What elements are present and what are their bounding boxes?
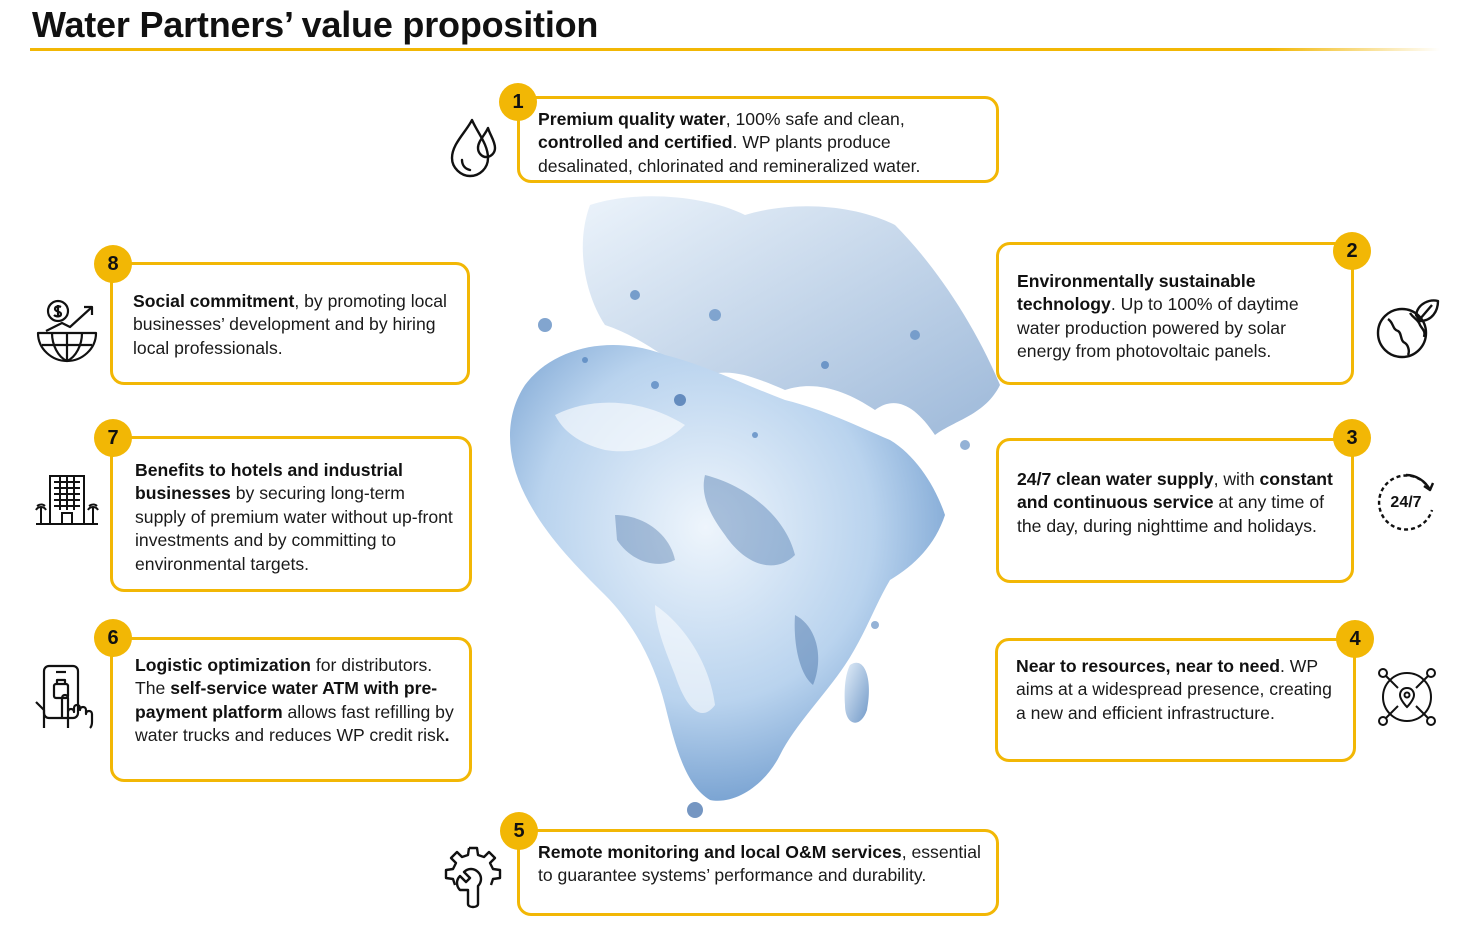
card-text: Benefits to hotels and industrial busine… xyxy=(135,460,453,574)
card-text-bold-run: Benefits to hotels and industrial busine… xyxy=(135,460,403,504)
number-badge-8: 8 xyxy=(94,245,132,283)
card-text: Remote monitoring and local O&M services… xyxy=(538,842,981,885)
value-card-2: Environmentally sustainable technology. … xyxy=(996,242,1354,385)
network-pins-icon xyxy=(1372,662,1442,732)
value-card-6: Logistic optimization for distributors. … xyxy=(110,637,472,782)
hotel-building-icon xyxy=(32,466,102,536)
number-badge-2: 2 xyxy=(1333,232,1371,270)
card-text-run: at any time of the day, during nighttime… xyxy=(1017,492,1325,536)
card-text-bold-run: . xyxy=(444,725,450,746)
page-title: Water Partners’ value proposition xyxy=(32,4,599,45)
card-text-bold-run: constant and continuous service xyxy=(1017,469,1333,513)
number-badge-7: 7 xyxy=(94,419,132,457)
value-card-3: 24/7 clean water supply, with constant a… xyxy=(996,438,1354,583)
social-globe-icon xyxy=(32,295,102,365)
card-text: 24/7 clean water supply, with constant a… xyxy=(1017,469,1333,536)
24-7-icon: 24/7 xyxy=(1372,466,1442,536)
water-drops-icon xyxy=(440,110,510,180)
card-text-run: by securing long-term supply of premium … xyxy=(135,483,453,574)
card-text-run: . WP plants produce desalinated, chlorin… xyxy=(538,132,921,176)
card-text-run: , essential to guarantee systems’ perfor… xyxy=(538,842,981,886)
number-badge-4: 4 xyxy=(1336,620,1374,658)
card-text-run: . WP aims at a widespread presence, crea… xyxy=(1016,656,1332,723)
card-text-run: for distributors. The xyxy=(135,655,433,699)
card-text-run: , with xyxy=(1213,469,1260,489)
card-text-bold-run: 24/7 clean water supply xyxy=(1017,469,1214,489)
card-text: Logistic optimization for distributors. … xyxy=(135,655,454,745)
card-text-bold-run: self-service water ATM with pre-payment … xyxy=(135,678,438,722)
card-text-run: , 100% safe and clean, xyxy=(725,109,905,129)
mobile-payment-icon xyxy=(32,662,102,732)
card-text: Social commitment, by promoting local bu… xyxy=(133,291,447,358)
card-text-bold-run: controlled and certified xyxy=(538,132,733,153)
card-text-bold-run: Environmentally sustainable technology xyxy=(1017,271,1256,315)
card-text-bold-run: Social commitment xyxy=(133,291,295,311)
value-card-1: Premium quality water, 100% safe and cle… xyxy=(517,96,999,183)
value-card-4: Near to resources, near to need. WP aims… xyxy=(995,638,1356,762)
card-text-run: . Up to 100% of daytime water production… xyxy=(1017,294,1299,362)
card-text-run: , by promoting local businesses’ develop… xyxy=(133,291,447,358)
value-card-7: Benefits to hotels and industrial busine… xyxy=(110,436,472,592)
card-text-bold-run: Remote monitoring and local O&M services xyxy=(538,842,902,862)
number-badge-3: 3 xyxy=(1333,419,1371,457)
card-text-bold-run: Near to resources, near to need xyxy=(1016,656,1281,676)
gear-wrench-icon xyxy=(438,842,508,912)
card-text-run: allows fast refilling by water trucks an… xyxy=(135,701,454,746)
title-underline xyxy=(30,48,1440,51)
number-badge-1: 1 xyxy=(499,83,537,121)
card-text-bold-run: Logistic optimization xyxy=(135,655,311,675)
card-text: Premium quality water, 100% safe and cle… xyxy=(538,109,920,176)
card-text: Near to resources, near to need. WP aims… xyxy=(1016,656,1332,723)
card-text: Environmentally sustainable technology. … xyxy=(1017,271,1299,361)
card-text-bold-run: Premium quality water xyxy=(538,109,726,129)
number-badge-6: 6 xyxy=(94,619,132,657)
icon-24-7-label: 24/7 xyxy=(1390,494,1421,511)
value-card-8: Social commitment, by promoting local bu… xyxy=(110,262,470,385)
number-badge-5: 5 xyxy=(500,812,538,850)
water-splash-africa-image xyxy=(495,185,1015,825)
value-card-5: Remote monitoring and local O&M services… xyxy=(517,829,999,916)
eco-globe-icon xyxy=(1372,295,1442,365)
